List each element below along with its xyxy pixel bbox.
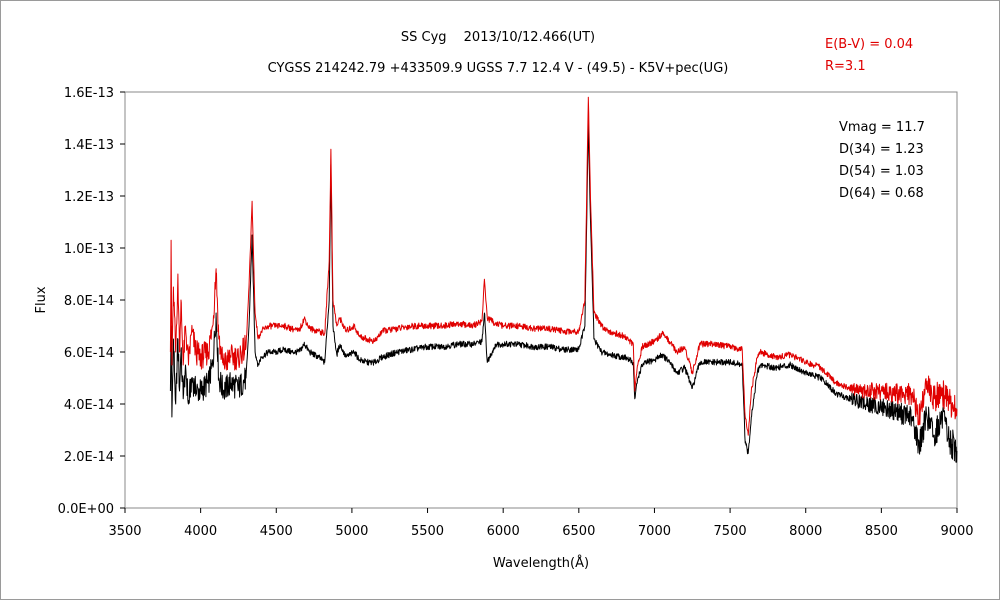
- y-tick-label: 1.6E-13: [64, 86, 114, 101]
- x-tick-label: 6500: [562, 524, 595, 539]
- y-tick-label: 6.0E-14: [64, 346, 114, 361]
- axis-ticks: 3500 4000 4500 5000 5500 6000 6500 7000 7500 8000…: [58, 86, 974, 539]
- x-tick-label: 8500: [865, 524, 898, 539]
- y-tick-label: 0.0E+00: [58, 502, 114, 517]
- d34-annotation: D(34) = 1.23: [839, 142, 924, 157]
- x-tick-label: 6000: [487, 524, 520, 539]
- x-tick-label: 4000: [184, 524, 217, 539]
- y-tick-label: 2.0E-14: [64, 450, 114, 465]
- chart-subtitle: CYGSS 214242.79 +433509.9 UGSS 7.7 12.4 …: [268, 61, 729, 76]
- x-tick-label: 5500: [411, 524, 444, 539]
- x-tick-label: 5000: [335, 524, 368, 539]
- x-tick-label: 4500: [260, 524, 293, 539]
- y-tick-label: 1.4E-13: [64, 138, 114, 153]
- vmag-annotation: Vmag = 11.7: [839, 120, 925, 135]
- x-tick-label: 7000: [638, 524, 671, 539]
- x-tick-label: 9000: [940, 524, 973, 539]
- y-tick-label: 8.0E-14: [64, 294, 114, 309]
- x-axis-label: Wavelength(Å): [493, 555, 589, 571]
- plot-area: [124, 91, 958, 509]
- spectrum-line-red: [169, 96, 958, 436]
- spectrum-line-black: [169, 122, 958, 463]
- d54-annotation: D(54) = 1.03: [839, 164, 924, 179]
- y-tick-label: 1.0E-13: [64, 242, 114, 257]
- x-tick-label: 3500: [108, 524, 141, 539]
- y-tick-label: 4.0E-14: [64, 398, 114, 413]
- y-axis-label: Flux: [34, 286, 49, 313]
- y-tick-label: 1.2E-13: [64, 190, 114, 205]
- chart-title: SS Cyg 2013/10/12.466(UT): [401, 30, 595, 45]
- x-tick-label: 8000: [789, 524, 822, 539]
- x-tick-label: 7500: [714, 524, 747, 539]
- series-layer: [169, 96, 958, 463]
- r-value-annotation: R=3.1: [825, 59, 866, 74]
- d64-annotation: D(64) = 0.68: [839, 186, 924, 201]
- ebv-annotation: E(B-V) = 0.04: [825, 37, 913, 52]
